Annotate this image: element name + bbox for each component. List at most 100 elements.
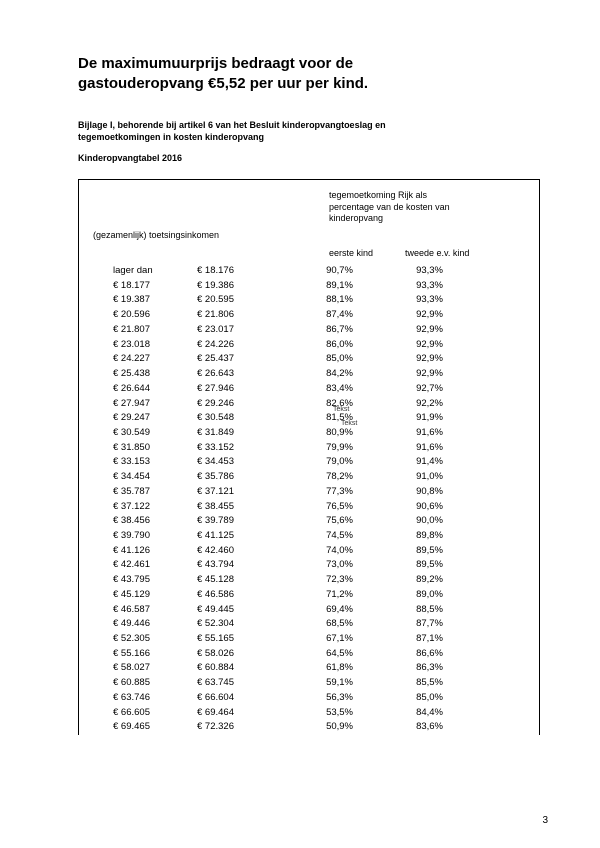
cell-income-to: € 21.806 [197, 308, 297, 323]
table-row: € 38.456€ 39.78975,6%90,0% [93, 514, 525, 529]
cell-second-child-pct: 92,9% [371, 352, 451, 367]
table-row: € 45.129€ 46.58671,2%89,0% [93, 588, 525, 603]
cell-first-child-pct: 78,2% [297, 470, 371, 485]
table-row: € 27.947€ 29.24682,6%92,2%Tekst [93, 397, 525, 412]
cell-income-from: € 45.129 [93, 588, 197, 603]
cell-first-child-pct: 86,7% [297, 323, 371, 338]
cell-first-child-pct: 72,3% [297, 573, 371, 588]
cell-income-from: € 18.177 [93, 279, 197, 294]
table-body: lager dan€ 18.17690,7%93,3%€ 18.177€ 19.… [79, 264, 539, 735]
title-line-2: gastouderopvang €5,52 per uur per kind. [78, 75, 368, 92]
cell-second-child-pct: 92,7% [371, 382, 451, 397]
cell-income-from: € 60.885 [93, 676, 197, 691]
table-row: € 18.177€ 19.38689,1%93,3% [93, 279, 525, 294]
table-row: € 39.790€ 41.12574,5%89,8% [93, 529, 525, 544]
cell-income-from: € 66.605 [93, 706, 197, 721]
cell-income-to: € 41.125 [197, 529, 297, 544]
cell-first-child-pct: 85,0% [297, 352, 371, 367]
cell-first-child-pct: 61,8% [297, 661, 371, 676]
table-row: € 29.247€ 30.54881,5%91,9%Tekst [93, 411, 525, 426]
cell-second-child-pct: 93,3% [371, 264, 451, 279]
table-row: € 19.387€ 20.59588,1%93,3% [93, 293, 525, 308]
cell-second-child-pct: 91,4% [371, 455, 451, 470]
cell-second-child-pct: 87,7% [371, 617, 451, 632]
cell-second-child-pct: 89,8% [371, 529, 451, 544]
col-second-child: tweede e.v. kind [405, 248, 505, 258]
table-row: € 69.465€ 72.32650,9%83,6% [93, 720, 525, 735]
cell-income-from: € 55.166 [93, 647, 197, 662]
cell-income-from: € 34.454 [93, 470, 197, 485]
cell-income-to: € 63.745 [197, 676, 297, 691]
cell-income-to: € 60.884 [197, 661, 297, 676]
cell-income-from: € 38.456 [93, 514, 197, 529]
cell-first-child-pct: 76,5% [297, 500, 371, 515]
cell-income-from: € 21.807 [93, 323, 197, 338]
cell-income-from: € 46.587 [93, 603, 197, 618]
cell-first-child-pct: 74,5% [297, 529, 371, 544]
table-subheader: eerste kind tweede e.v. kind [79, 246, 539, 264]
cell-income-to: € 72.326 [197, 720, 297, 735]
table-row: € 30.549€ 31.84980,9%91,6% [93, 426, 525, 441]
cell-income-from: € 63.746 [93, 691, 197, 706]
cell-income-from: € 49.446 [93, 617, 197, 632]
cell-second-child-pct: 91,0% [371, 470, 451, 485]
cell-income-from: € 33.153 [93, 455, 197, 470]
cell-income-from: € 29.247 [93, 411, 197, 426]
cell-first-child-pct: 50,9% [297, 720, 371, 735]
page-number: 3 [542, 815, 548, 826]
header-left-label: (gezamenlijk) toetsingsinkomen [93, 230, 329, 240]
table-row: € 25.438€ 26.64384,2%92,9% [93, 367, 525, 382]
cell-first-child-pct: 53,5% [297, 706, 371, 721]
cell-income-to: € 52.304 [197, 617, 297, 632]
cell-income-to: € 37.121 [197, 485, 297, 500]
cell-income-to: € 39.789 [197, 514, 297, 529]
cell-first-child-pct: 73,0% [297, 558, 371, 573]
cell-income-to: € 23.017 [197, 323, 297, 338]
cell-second-child-pct: 92,9% [371, 323, 451, 338]
cell-income-from: € 35.787 [93, 485, 197, 500]
cell-second-child-pct: 90,8% [371, 485, 451, 500]
cell-first-child-pct: 81,5% [297, 411, 371, 426]
cell-first-child-pct: 77,3% [297, 485, 371, 500]
table-row: € 52.305€ 55.16567,1%87,1% [93, 632, 525, 647]
cell-income-from: € 58.027 [93, 661, 197, 676]
cell-income-from: € 37.122 [93, 500, 197, 515]
cell-income-to: € 29.246 [197, 397, 297, 412]
cell-first-child-pct: 56,3% [297, 691, 371, 706]
cell-second-child-pct: 91,9% [371, 411, 451, 426]
table-row: € 33.153€ 34.45379,0%91,4% [93, 455, 525, 470]
cell-second-child-pct: 87,1% [371, 632, 451, 647]
cell-income-from: € 52.305 [93, 632, 197, 647]
cell-income-to: € 33.152 [197, 441, 297, 456]
cell-income-to: € 18.176 [197, 264, 297, 279]
cell-first-child-pct: 68,5% [297, 617, 371, 632]
cell-income-to: € 30.548 [197, 411, 297, 426]
cell-first-child-pct: 67,1% [297, 632, 371, 647]
cell-income-to: € 55.165 [197, 632, 297, 647]
cell-first-child-pct: 74,0% [297, 544, 371, 559]
cell-second-child-pct: 86,6% [371, 647, 451, 662]
table-row: € 46.587€ 49.44569,4%88,5% [93, 603, 525, 618]
cell-second-child-pct: 91,6% [371, 441, 451, 456]
cell-income-from: € 20.596 [93, 308, 197, 323]
header-right-label: tegemoetkoming Rijk als percentage van d… [329, 190, 525, 224]
table-row: € 42.461€ 43.79473,0%89,5% [93, 558, 525, 573]
cell-income-from: lager dan [93, 264, 197, 279]
header-right-l2: percentage van de kosten van [329, 202, 450, 212]
cell-first-child-pct: 64,5% [297, 647, 371, 662]
cell-income-from: € 42.461 [93, 558, 197, 573]
cell-first-child-pct: 79,0% [297, 455, 371, 470]
table-row: € 31.850€ 33.15279,9%91,6% [93, 441, 525, 456]
cell-income-from: € 19.387 [93, 293, 197, 308]
table-row: € 41.126€ 42.46074,0%89,5% [93, 544, 525, 559]
cell-second-child-pct: 92,9% [371, 338, 451, 353]
cell-first-child-pct: 69,4% [297, 603, 371, 618]
table-caption: Kinderopvangtabel 2016 [78, 153, 540, 163]
table-row: lager dan€ 18.17690,7%93,3% [93, 264, 525, 279]
cell-income-from: € 27.947 [93, 397, 197, 412]
subtitle-line-1: Bijlage I, behorende bij artikel 6 van h… [78, 120, 386, 130]
cell-income-from: € 24.227 [93, 352, 197, 367]
cell-first-child-pct: 79,9% [297, 441, 371, 456]
cell-second-child-pct: 85,0% [371, 691, 451, 706]
cell-income-to: € 66.604 [197, 691, 297, 706]
